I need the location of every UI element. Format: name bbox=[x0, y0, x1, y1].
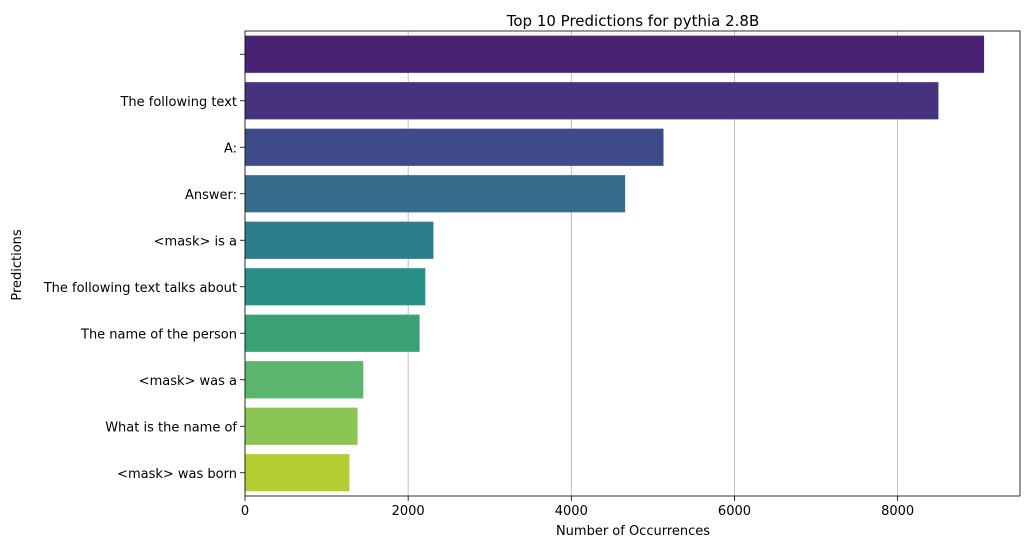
y-tick-label: What is the name of bbox=[105, 420, 237, 435]
y-tick-label: Answer: bbox=[185, 188, 237, 203]
y-tick-label: <mask> was a bbox=[139, 374, 237, 389]
x-axis-ticks: 0 2000 4000 6000 8000 bbox=[241, 496, 914, 519]
y-tick-label: The following text talks about bbox=[43, 281, 237, 296]
bar bbox=[245, 175, 626, 213]
y-tick-label: <mask> is a bbox=[154, 234, 237, 249]
y-tick-label: The name of the person bbox=[80, 327, 237, 342]
y-tick-label: <mask> was born bbox=[117, 467, 237, 482]
x-tick-label: 6000 bbox=[718, 504, 751, 519]
bar bbox=[245, 82, 939, 120]
bar bbox=[245, 454, 350, 492]
x-tick-label: 4000 bbox=[555, 504, 588, 519]
bar bbox=[245, 407, 358, 445]
x-axis-label: Number of Occurrences bbox=[556, 524, 710, 539]
y-tick-label: A: bbox=[224, 141, 237, 156]
bar bbox=[245, 314, 420, 352]
x-tick-label: 8000 bbox=[881, 504, 914, 519]
chart-title: Top 10 Predictions for pythia 2.8B bbox=[506, 12, 760, 30]
plot-frame bbox=[244, 30, 1021, 497]
bars bbox=[245, 35, 985, 492]
x-tick-label: 2000 bbox=[392, 504, 425, 519]
bar bbox=[245, 221, 434, 259]
bar bbox=[245, 128, 664, 166]
plot-border bbox=[244, 30, 1021, 497]
y-tick-label: The following text bbox=[119, 95, 237, 110]
y-axis-ticks: The following text A: Answer: <mask> is a Th… bbox=[43, 53, 245, 482]
x-tick-label: 0 bbox=[241, 504, 249, 519]
bar bbox=[245, 268, 426, 306]
y-axis-label: Predictions bbox=[10, 229, 25, 301]
bar bbox=[245, 361, 364, 399]
bar bbox=[245, 35, 985, 73]
